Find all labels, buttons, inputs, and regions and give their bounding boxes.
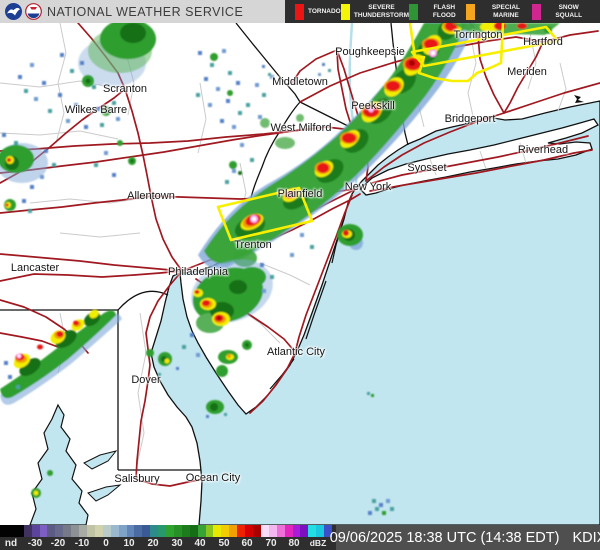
colorbar-tick: 10 — [123, 538, 135, 549]
map-canvas — [0, 23, 600, 525]
colorbar-segment — [118, 525, 127, 537]
radar-map: Scranton Wilkes Barre Poughkeepsie Middleto… — [0, 23, 600, 525]
legend-label: SEVERE THUNDERSTORM — [353, 3, 410, 19]
colorbar-segment — [268, 525, 277, 537]
colorbar-segment — [158, 525, 167, 537]
colorbar-segment — [213, 525, 222, 537]
colorbar-segment — [324, 525, 333, 537]
legend-item: TORNADO — [295, 3, 341, 20]
legend-item: SNOW SQUALL — [532, 3, 592, 20]
chesapeake-river-arm — [87, 484, 122, 502]
colorbar-segment — [55, 525, 64, 537]
legend-color-chip — [409, 3, 419, 20]
colorbar-tick: -20 — [50, 538, 66, 549]
water-bodies — [29, 23, 600, 525]
colorbar-segment — [308, 525, 317, 537]
legend-color-chip — [340, 3, 350, 20]
colorbar-tick: -30 — [27, 538, 43, 549]
timestamp: 09/06/2025 18:38 UTC (14:38 EDT) — [329, 529, 560, 546]
colorbar-segment — [15, 525, 24, 537]
colorbar-segment — [47, 525, 56, 537]
colorbar-segment — [292, 525, 301, 537]
legend-label: SNOW SQUALL — [555, 3, 583, 19]
severe-thunderstorm-warning-polygon — [408, 23, 505, 83]
colorbar-segment — [253, 525, 261, 537]
map-artifact-mark — [574, 95, 584, 103]
bottom-bar: nd -30 -20 -10 0 10 20 30 40 50 60 70 80 dBZ 09/06/20… — [0, 525, 600, 550]
colorbar-segment — [0, 525, 8, 537]
legend-color-chip — [295, 3, 304, 20]
colorbar-segment — [316, 525, 325, 537]
colorbar-segment — [126, 525, 135, 537]
nws-logo-icon — [25, 3, 42, 20]
colorbar-segment — [86, 525, 95, 537]
colorbar-tick: 60 — [241, 538, 253, 549]
colorbar-segment — [102, 525, 111, 537]
warning-polygons — [216, 23, 560, 242]
colorbar-tick: dBZ — [309, 538, 327, 548]
colorbar-segment — [31, 525, 40, 537]
legend-item: SEVERE THUNDERSTORM — [340, 3, 410, 20]
colorbar-segment — [245, 525, 253, 537]
colorbar-segment — [205, 525, 214, 537]
legend-label: TORNADO — [308, 7, 341, 15]
colorbar-segment — [23, 525, 32, 537]
colorbar-segment — [300, 525, 309, 537]
colorbar-segment — [260, 525, 269, 537]
colorbar-tick: 0 — [103, 538, 109, 549]
colorbar-segment — [166, 525, 174, 537]
atlantic-ocean — [150, 100, 600, 525]
severe-thunderstorm-warning-polygon — [216, 186, 314, 242]
warning-legend: TORNADO SEVERE THUNDERSTORM FLASH FLOOD SPE… — [285, 0, 600, 23]
colorbar-segment — [110, 525, 119, 537]
chesapeake-bay — [29, 403, 89, 525]
chesapeake-river-arm — [83, 450, 118, 470]
colorbar-segment — [197, 525, 206, 537]
brand — [0, 3, 42, 20]
colorbar-tick-labels: nd -30 -20 -10 0 10 20 30 40 50 60 70 80 dBZ — [0, 537, 340, 550]
colorbar-segment — [173, 525, 182, 537]
colorbar-segment — [134, 525, 143, 537]
colorbar-segment — [181, 525, 190, 537]
colorbar-segment — [221, 525, 230, 537]
legend-color-chip — [466, 3, 476, 20]
colorbar-segment — [237, 525, 246, 537]
status-panel: 09/06/2025 18:38 UTC (14:38 EDT) KDIX — [330, 525, 600, 550]
colorbar-tick: -10 — [74, 538, 90, 549]
legend-label: FLASH FLOOD — [432, 3, 456, 19]
legend-color-chip — [532, 3, 542, 20]
radar-echoes — [0, 23, 560, 515]
colorbar-segment — [284, 525, 293, 537]
legend-item: SPECIAL MARINE — [466, 3, 532, 20]
colorbar-tick: 50 — [218, 538, 230, 549]
legend-item: FLASH FLOOD — [409, 3, 466, 20]
legend-label: SPECIAL MARINE — [491, 3, 520, 19]
colorbar-segment — [276, 525, 285, 537]
colorbar-segment — [229, 525, 238, 537]
colorbar-segment — [189, 525, 198, 537]
colorbar-segment — [63, 525, 72, 537]
colorbar-segment — [150, 525, 159, 537]
colorbar-segment — [71, 525, 80, 537]
colorbar-tick: 20 — [147, 538, 159, 549]
colorbar-segment — [39, 525, 48, 537]
noaa-logo-icon — [5, 3, 22, 20]
colorbar-tick: nd — [4, 538, 18, 549]
colorbar-tick: 80 — [288, 538, 300, 549]
radar-station-id: KDIX — [572, 529, 600, 546]
reflectivity-colorbar — [0, 525, 333, 537]
severe-thunderstorm-warning-polygon — [410, 25, 560, 68]
colorbar-tick: 30 — [171, 538, 183, 549]
colorbar-segment — [7, 525, 16, 537]
colorbar-segment — [79, 525, 87, 537]
colorbar-segment — [94, 525, 103, 537]
colorbar-segment — [142, 525, 151, 537]
colorbar-tick: 70 — [265, 538, 277, 549]
colorbar-tick: 40 — [194, 538, 206, 549]
app-title: NATIONAL WEATHER SERVICE — [47, 4, 244, 19]
